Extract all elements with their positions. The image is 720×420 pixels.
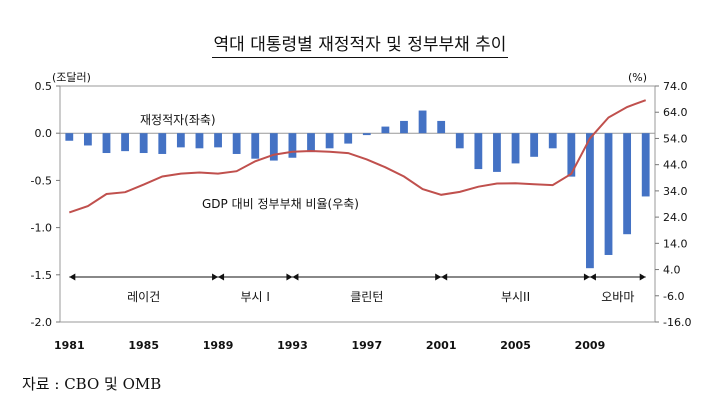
left-tick-label: 0.0 [35,127,53,140]
deficit-bar [604,133,613,255]
right-tick-label: 64.0 [663,106,688,119]
deficit-bar [158,133,167,154]
period-arrow-left [589,273,596,281]
line-series-label: GDP 대비 정부부채 비율(우축) [202,197,359,211]
deficit-bar [307,133,315,153]
right-tick-label: 14.0 [663,237,688,250]
deficit-bar [176,133,185,148]
deficit-bar [623,133,632,235]
right-tick-label: 74.0 [663,80,688,93]
x-tick-label: 1993 [277,339,308,352]
left-tick-label: -0.5 [31,174,52,187]
deficit-bar [455,133,464,149]
period-arrow-right [286,273,293,281]
period-arrow-left [441,273,448,281]
right-axis-unit: (%) [628,71,647,84]
left-tick-label: 0.5 [35,80,53,93]
period-arrow-left [69,273,76,281]
deficit-bar [641,133,650,197]
source-note: 자료 : CBO 및 OMB [22,375,162,393]
debt-ratio-line [68,99,647,214]
right-tick-label: 34.0 [663,185,688,198]
left-tick-label: -1.5 [31,269,52,282]
bar-series-label: 재정적자(좌축) [140,113,216,127]
x-tick-label: 1997 [351,339,382,352]
deficit-bar [65,133,74,141]
period-label: 부시II [501,290,530,304]
x-tick-label: 1981 [54,339,85,352]
period-label: 클린턴 [350,290,383,304]
deficit-bar [121,133,129,152]
deficit-bar [418,110,427,134]
period-arrow-right [583,273,590,281]
period-arrow-right [212,273,219,281]
deficit-bar [530,133,539,157]
left-tick-label: -1.0 [31,222,52,235]
right-tick-label: -16.0 [663,316,691,329]
period-label: 부시 I [241,290,270,304]
deficit-bar [567,133,576,177]
period-arrow-left [218,273,225,281]
x-tick-label: 1985 [128,339,159,352]
deficit-bar [102,133,111,154]
deficit-bar [586,133,594,269]
right-tick-label: 44.0 [663,159,688,172]
right-tick-label: 54.0 [663,132,688,145]
x-tick-label: 1989 [203,339,234,352]
deficit-bar [381,126,390,134]
x-tick-label: 2001 [426,339,457,352]
deficit-bar [269,133,278,161]
deficit-bar [83,133,92,146]
left-axis-unit: (조달러) [52,71,91,84]
period-arrow-right [639,273,646,281]
deficit-bar [400,120,408,134]
deficit-bar [344,133,353,144]
deficit-bar [548,133,557,149]
deficit-bar [288,133,297,158]
period-label: 레이건 [127,290,160,304]
period-arrow-right [435,273,442,281]
plot-frame [59,85,656,323]
deficit-bar [214,133,222,148]
chart-canvas: 0.5 0.0 -0.5 -1.0 -1.5 -2.0 74.0 64.0 54.0 44.0 34… [31,71,692,352]
deficit-bar [325,133,334,149]
right-tick-label: 4.0 [663,264,681,277]
deficit-bar [232,133,241,154]
deficit-bar [511,133,520,164]
deficit-bar [195,133,204,149]
x-tick-label: 2005 [500,339,531,352]
deficit-bar [474,133,483,170]
x-tick-label: 2009 [575,339,606,352]
period-label: 오바마 [601,290,634,304]
period-arrow-left [292,273,299,281]
right-tick-label: -6.0 [663,290,684,303]
deficit-bar [139,133,148,154]
deficit-bar [437,120,446,134]
deficit-bar [362,133,371,136]
deficit-bar [493,133,501,172]
left-tick-label: -2.0 [31,316,52,329]
chart-title: 역대 대통령별 재정적자 및 정부부채 추이 [0,30,720,58]
right-tick-label: 24.0 [663,211,688,224]
deficit-bar [251,133,260,159]
